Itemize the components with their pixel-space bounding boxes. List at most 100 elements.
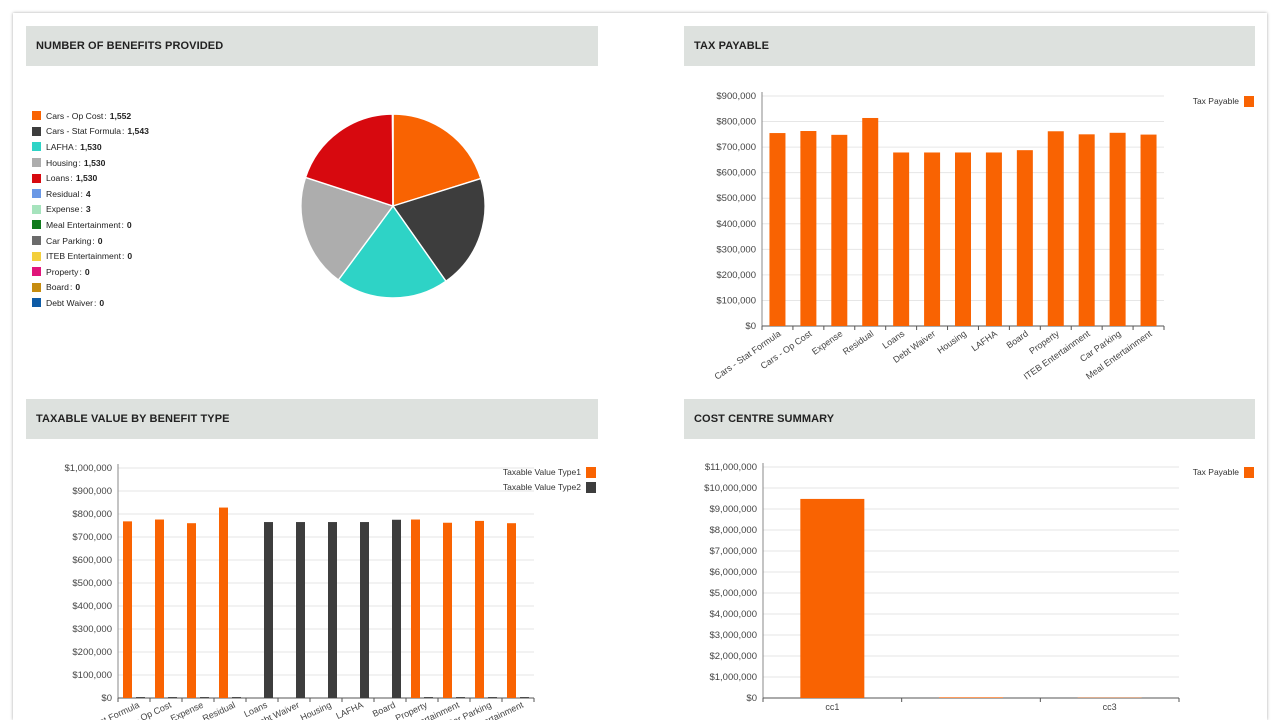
y-tick-label: $400,000 xyxy=(72,601,112,612)
bar-taxable-value-type2-lafha[interactable] xyxy=(360,522,369,698)
bar-tax-payable-debt-waiver[interactable] xyxy=(924,152,941,326)
legend-separator: : xyxy=(78,157,81,168)
bar-taxable-value-type1-expense[interactable] xyxy=(187,523,196,698)
bar-tax-payable-housing[interactable] xyxy=(955,152,971,326)
bar-tax-payable-blank[interactable] xyxy=(939,697,1003,698)
bar-taxable-value-type1-residual[interactable] xyxy=(219,507,228,698)
bar-taxable-value-type1-cars-op-cost[interactable] xyxy=(155,519,164,698)
bar-tax-payable-cc1[interactable] xyxy=(800,498,865,698)
bar-taxable-value-type1-cars-stat-formula[interactable] xyxy=(123,521,132,698)
bar-taxable-value-type1-property[interactable] xyxy=(411,519,420,698)
legend-item-car-parking[interactable]: Car Parking :0 xyxy=(32,233,149,249)
legend-label-tax-payable: Tax Payable xyxy=(1193,96,1240,106)
bar-taxable-value-type2-iteb-entertainment[interactable] xyxy=(456,697,465,698)
legend-label-taxable-value-type1: Taxable Value Type1 xyxy=(503,467,581,477)
cost-centre-bar-chart: $0 $1,000,000 $2,000,000 $3,000,000 $4,000,0… xyxy=(704,462,1254,712)
y-tick-label: $500,000 xyxy=(716,193,756,204)
y-tick-label: $3,000,000 xyxy=(709,630,757,641)
bar-taxable-value-type2-expense[interactable] xyxy=(200,697,209,698)
bar-taxable-value-type2-property[interactable] xyxy=(424,697,433,698)
bar-tax-payable-lafha[interactable] xyxy=(985,152,1002,326)
pie-slice-lafha[interactable] xyxy=(337,204,447,299)
tax-payable-bar-chart: $0 $100,000 $200,000 $300,000 $400,000 $500,0… xyxy=(713,91,1254,381)
legend-swatch xyxy=(32,111,41,121)
legend-swatch-tax-payable[interactable] xyxy=(1244,467,1254,478)
bar-tax-payable-expense[interactable] xyxy=(831,134,848,326)
legend-label: Board xyxy=(46,282,69,293)
legend-value: 1,543 xyxy=(127,126,149,137)
bar-tax-payable-cars-op-cost[interactable] xyxy=(800,131,817,326)
bar-taxable-value-type2-board[interactable] xyxy=(392,519,401,698)
bar-taxable-value-type2-cars-stat-formula[interactable] xyxy=(136,697,145,698)
bar-taxable-value-type2-housing[interactable] xyxy=(328,522,337,698)
x-tick-label: LAFHA xyxy=(334,700,365,720)
legend-value: 0 xyxy=(126,219,132,230)
legend-separator: : xyxy=(74,141,78,152)
legend-value: 0 xyxy=(99,297,105,308)
x-tick-label: Expense xyxy=(810,328,844,356)
legend-item-iteb-entertainment[interactable]: ITEB Entertainment :0 xyxy=(32,248,149,264)
legend-label: Cars - Stat Formula xyxy=(46,126,121,137)
legend-item-board[interactable]: Board :0 xyxy=(32,280,149,296)
bar-tax-payable-car-parking[interactable] xyxy=(1109,132,1126,326)
pie-legend: Cars - Op Cost :1,552 Cars - Stat Formula… xyxy=(32,108,149,311)
bar-taxable-value-type1-car-parking[interactable] xyxy=(475,520,484,698)
y-tick-label: $0 xyxy=(745,321,756,332)
bar-tax-payable-meal-entertainment[interactable] xyxy=(1140,134,1157,326)
x-tick-label: Expense xyxy=(169,700,205,720)
legend-label: Debt Waiver xyxy=(46,297,93,308)
bar-tax-payable-residual[interactable] xyxy=(862,117,879,326)
legend-separator: : xyxy=(69,282,73,293)
bar-taxable-value-type2-car-parking[interactable] xyxy=(488,697,497,698)
bar-taxable-value-type2-debt-waiver[interactable] xyxy=(296,522,305,698)
bar-taxable-value-type2-loans[interactable] xyxy=(264,522,273,698)
legend-item-property[interactable]: Property :0 xyxy=(32,264,149,280)
legend-swatch xyxy=(32,142,41,152)
y-tick-label: $500,000 xyxy=(72,578,112,589)
legend-swatch-taxable-value-type1[interactable] xyxy=(586,467,596,478)
legend-item-loans[interactable]: Loans :1,530 xyxy=(32,170,149,186)
legend-item-cars-stat-formula[interactable]: Cars - Stat Formula :1,543 xyxy=(32,124,149,140)
legend-item-cars-op-cost[interactable]: Cars - Op Cost :1,552 xyxy=(32,108,149,124)
bar-taxable-value-type2-meal-entertainment[interactable] xyxy=(520,697,529,698)
bar-taxable-value-type1-iteb-entertainment[interactable] xyxy=(443,522,452,698)
bar-tax-payable-board[interactable] xyxy=(1016,150,1033,326)
legend-swatch xyxy=(32,298,41,308)
dashboard-frame: NUMBER OF BENEFITS PROVIDED Cars - Op Co… xyxy=(13,13,1267,720)
bar-tax-payable-property[interactable] xyxy=(1047,131,1064,326)
y-tick-label: $100,000 xyxy=(716,295,756,306)
taxable-value-bar-chart: $0 $100,000 $200,000 $300,000 $400,000 $500,0… xyxy=(64,463,596,720)
legend-value: 4 xyxy=(85,188,91,199)
pie-slice-cars-stat-formula[interactable] xyxy=(391,177,486,283)
bar-tax-payable-loans[interactable] xyxy=(893,152,910,326)
pie-slice-cars-op-cost[interactable] xyxy=(392,113,482,207)
bar-taxable-value-type1-meal-entertainment[interactable] xyxy=(507,523,516,698)
y-tick-label: $1,000,000 xyxy=(64,463,112,474)
legend-item-housing[interactable]: Housing :1,530 xyxy=(32,155,149,171)
pie-slice-housing[interactable] xyxy=(300,176,395,281)
y-tick-label: $200,000 xyxy=(72,647,112,658)
bar-tax-payable-cars-stat-formula[interactable] xyxy=(769,133,786,326)
taxable-value-panel: TAXABLE VALUE BY BENEFIT TYPE $0 $100,000… xyxy=(26,399,598,720)
bar-tax-payable-iteb-entertainment[interactable] xyxy=(1078,134,1095,326)
legend-swatch-tax-payable[interactable] xyxy=(1244,96,1254,107)
pie-slice-loans[interactable] xyxy=(304,113,394,207)
legend-item-lafha[interactable]: LAFHA :1,530 xyxy=(32,139,149,155)
legend-item-meal-entertainment[interactable]: Meal Entertainment :0 xyxy=(32,217,149,233)
legend-swatch xyxy=(32,204,41,214)
bar-taxable-value-type2-cars-op-cost[interactable] xyxy=(168,697,177,698)
legend-item-residual[interactable]: Residual :4 xyxy=(32,186,149,202)
bar-taxable-value-type2-residual[interactable] xyxy=(232,697,241,698)
legend-value: 1,530 xyxy=(75,173,98,184)
tax-payable-panel: TAX PAYABLE $0 $100,000 $200,000 $300,000 $4… xyxy=(684,26,1255,381)
legend-item-expense[interactable]: Expense :3 xyxy=(32,202,149,218)
legend-value: 1,530 xyxy=(80,141,102,152)
legend-item-debt-waiver[interactable]: Debt Waiver :0 xyxy=(32,295,149,311)
legend-value: 0 xyxy=(97,235,103,246)
legend-label: Loans xyxy=(46,173,70,184)
legend-separator: : xyxy=(93,297,97,308)
legend-label: LAFHA xyxy=(46,141,74,152)
legend-swatch-taxable-value-type2[interactable] xyxy=(586,482,596,493)
legend-separator: : xyxy=(92,235,95,246)
legend-swatch xyxy=(32,236,41,246)
